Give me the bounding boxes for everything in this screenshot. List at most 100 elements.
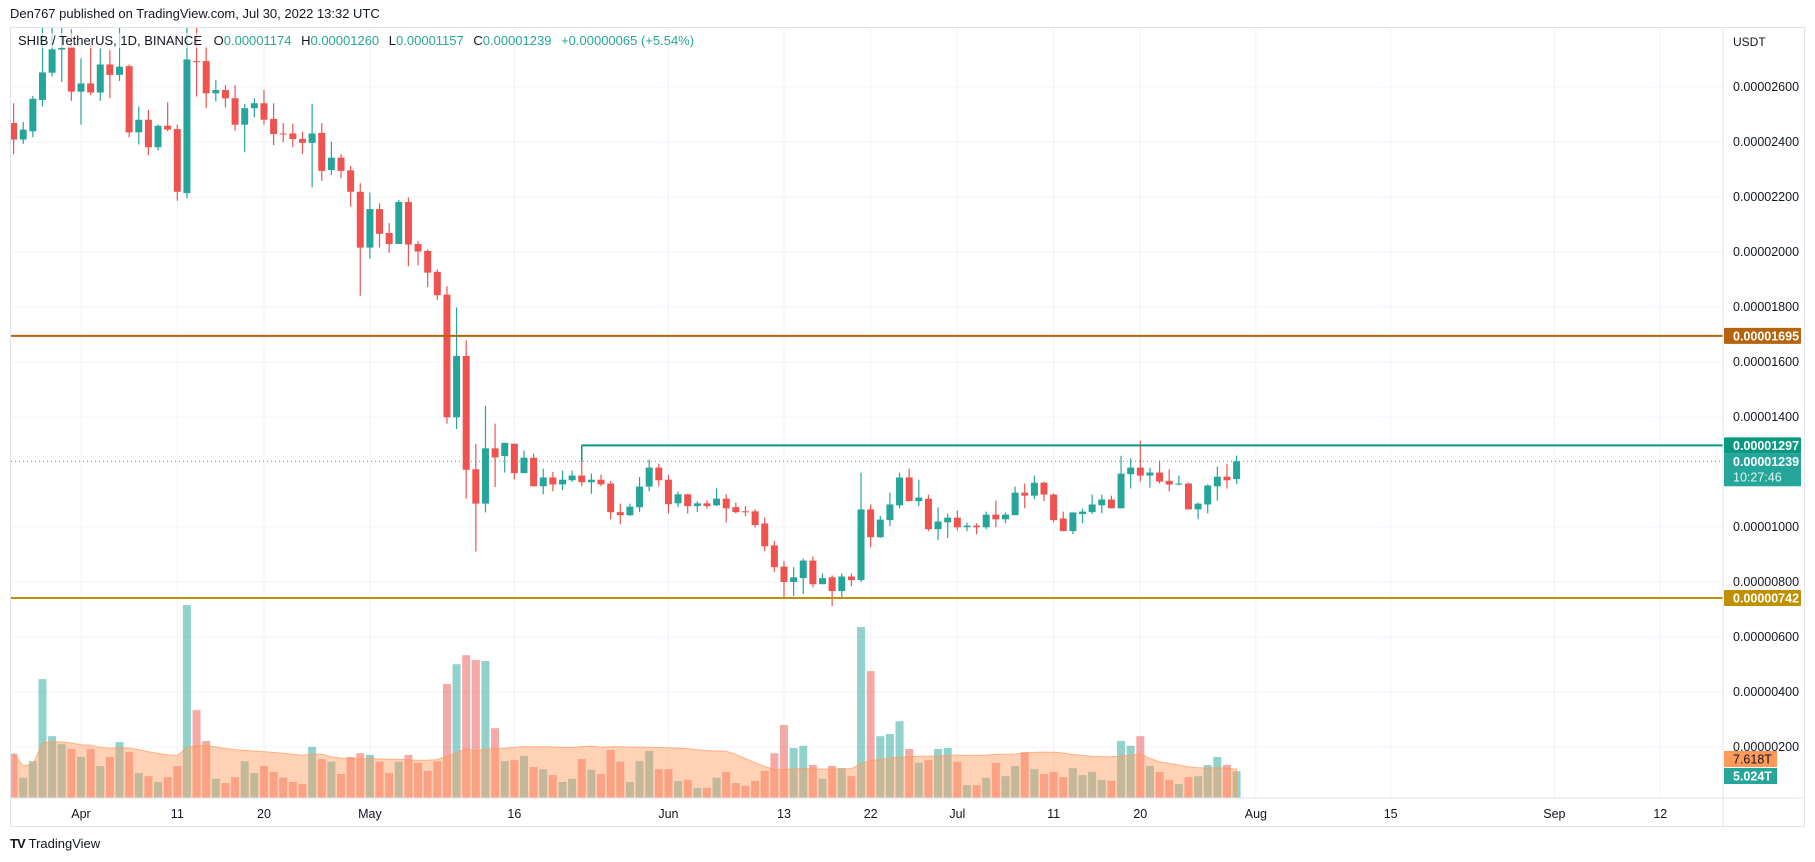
candle <box>1184 482 1192 510</box>
volume-bar <box>231 777 240 798</box>
volume-bar <box>664 769 673 798</box>
candle-body <box>1088 504 1096 513</box>
price-tick-label: 0.00000200 <box>1733 740 1799 754</box>
candle <box>308 104 316 188</box>
candle-body <box>443 294 451 418</box>
candle-body <box>337 157 345 171</box>
candle-body <box>559 479 566 485</box>
candle-body <box>433 271 441 296</box>
candle-body <box>38 72 46 100</box>
candle-body <box>87 83 95 93</box>
price-tick-label: 0.00000800 <box>1733 575 1799 589</box>
candle <box>366 192 374 259</box>
volume-bar <box>1011 766 1020 798</box>
price-tick-label: 0.00001000 <box>1733 520 1799 534</box>
volume-bar <box>885 734 894 798</box>
candle-body <box>424 250 432 273</box>
candle <box>221 85 229 108</box>
candle <box>395 200 403 245</box>
candle <box>597 474 605 487</box>
high-label: H <box>301 33 311 48</box>
volume-bar <box>375 761 384 798</box>
candle <box>327 141 335 175</box>
candle <box>809 556 817 588</box>
volume-bar <box>317 759 326 798</box>
candle-body <box>587 479 595 483</box>
candle <box>106 50 114 99</box>
volume-bar <box>857 626 866 798</box>
candle-body <box>395 201 403 245</box>
candle <box>19 121 27 144</box>
candle-body <box>722 498 730 509</box>
candle-body <box>453 355 461 418</box>
price-tick-label: 0.00001800 <box>1733 300 1799 314</box>
volume-bar <box>394 761 403 798</box>
volume-bar <box>1020 752 1029 798</box>
candle-body <box>973 525 981 528</box>
volume-bar <box>414 762 423 798</box>
candle <box>318 123 326 181</box>
candle-body <box>607 483 615 513</box>
candle <box>896 472 904 509</box>
candle-body <box>472 469 480 504</box>
candle <box>270 103 278 146</box>
candle-body <box>924 498 932 530</box>
symbol-name[interactable]: SHIB / TetherUS, 1D, BINANCE <box>18 33 202 48</box>
candle-body <box>241 108 249 125</box>
volume-bar <box>654 769 663 798</box>
candle <box>1194 502 1202 520</box>
candle-body <box>770 545 778 568</box>
price-level-badge <box>1724 327 1801 344</box>
candle <box>992 500 1000 528</box>
time-tick-label: 11 <box>171 807 184 821</box>
volume-pane <box>11 605 1241 798</box>
candle <box>847 573 855 587</box>
candle <box>385 223 393 253</box>
brand-name: TradingView <box>28 836 101 851</box>
candle-body <box>385 233 393 245</box>
high-value: 0.00001260 <box>310 33 380 48</box>
candle-body <box>1059 518 1067 532</box>
volume-ma-text: 7.618T <box>1733 753 1772 767</box>
candle <box>703 500 711 509</box>
candle-body <box>1021 492 1029 496</box>
volume-bar <box>519 755 528 798</box>
volume-ma-badge <box>1724 751 1777 767</box>
candle-body <box>1204 485 1212 505</box>
candle <box>693 501 701 513</box>
volume-bar <box>433 761 442 798</box>
volume-bar <box>818 778 827 798</box>
candle-body <box>520 457 528 474</box>
volume-bar <box>365 754 374 798</box>
volume-bar <box>866 671 875 798</box>
candle-body <box>896 477 904 506</box>
volume-bar <box>221 783 230 798</box>
volume-bar <box>298 784 307 798</box>
volume-bar <box>548 775 557 798</box>
candle <box>722 494 730 523</box>
footer-brand[interactable]: TV TradingView <box>10 836 100 851</box>
candle <box>1213 466 1221 501</box>
candle-body <box>1184 483 1192 510</box>
volume-ma-area <box>13 741 1238 798</box>
candle <box>356 183 364 296</box>
candle <box>905 468 913 502</box>
candle-body <box>96 64 104 93</box>
candle <box>587 473 595 494</box>
candle <box>11 103 18 155</box>
volume-bar <box>1203 764 1212 798</box>
price-tick-label: 0.00001400 <box>1733 410 1799 424</box>
candle-body <box>135 119 143 133</box>
volume-bar <box>1155 771 1164 798</box>
volume-bar <box>1078 775 1087 798</box>
time-tick-label: May <box>358 807 382 821</box>
candle <box>876 516 884 538</box>
volume-bar <box>712 777 721 798</box>
candle-body <box>876 519 884 538</box>
candle <box>963 522 971 532</box>
candle <box>376 203 384 248</box>
volume-bar <box>808 764 817 798</box>
volume-bar <box>760 770 769 798</box>
volume-bar <box>279 777 288 798</box>
